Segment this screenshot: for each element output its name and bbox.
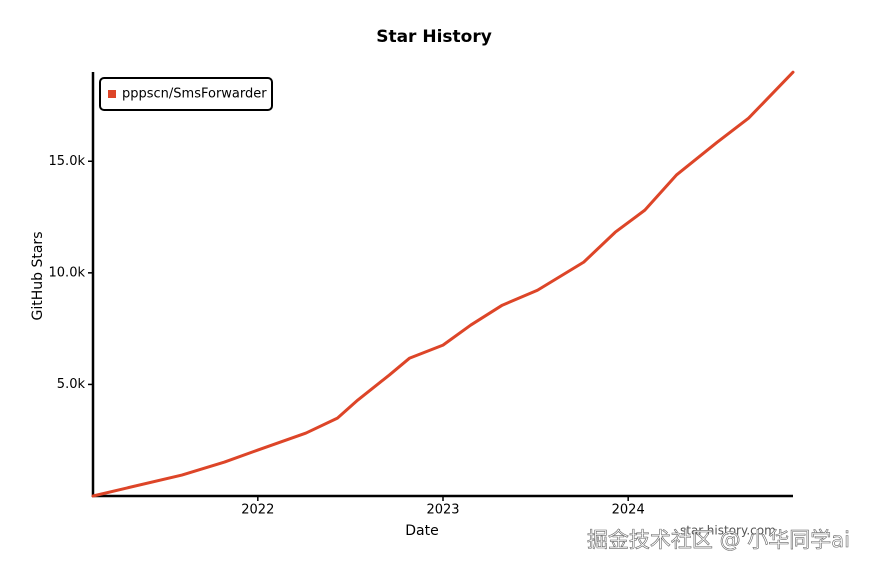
y-tick-label: 5.0k <box>57 377 86 392</box>
y-tick-label: 15.0k <box>49 154 86 169</box>
legend-box <box>99 77 273 111</box>
x-tick-label: 2022 <box>241 503 274 518</box>
watermark: 掘金技术社区 @ 小华同学ai <box>587 528 850 552</box>
legend-label: pppscn/SmsForwarder <box>122 87 267 102</box>
legend-swatch <box>108 90 116 98</box>
x-axis-label: Date <box>405 523 438 539</box>
line-series <box>91 70 795 498</box>
x-tick-label: 2024 <box>612 503 645 518</box>
chart-title: Star History <box>376 27 492 47</box>
y-axis-label: GitHub Stars <box>30 232 46 321</box>
credit: star-history.com <box>680 524 776 538</box>
x-tick-label: 2023 <box>426 503 459 518</box>
y-tick-label: 10.0k <box>49 265 86 280</box>
